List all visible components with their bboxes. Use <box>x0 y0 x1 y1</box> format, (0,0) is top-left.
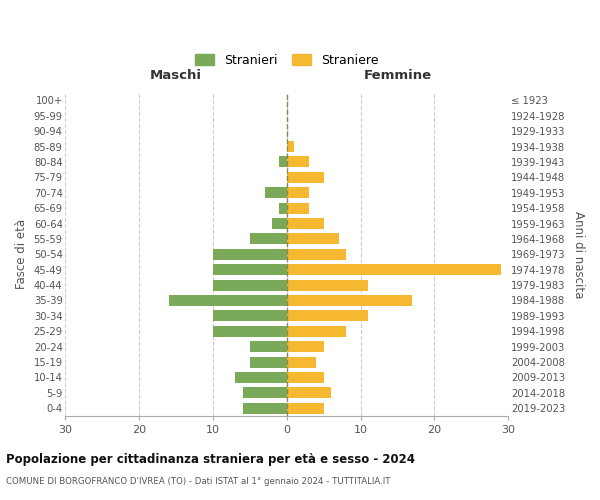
Bar <box>287 187 309 198</box>
Bar <box>287 249 346 260</box>
Bar <box>272 218 287 229</box>
Bar <box>287 280 368 290</box>
Bar <box>242 388 287 398</box>
Bar <box>250 356 287 368</box>
Bar <box>287 326 346 337</box>
Text: Maschi: Maschi <box>150 69 202 82</box>
Bar <box>250 234 287 244</box>
Text: COMUNE DI BORGOFRANCO D'IVREA (TO) - Dati ISTAT al 1° gennaio 2024 - TUTTITALIA.: COMUNE DI BORGOFRANCO D'IVREA (TO) - Dat… <box>6 478 391 486</box>
Y-axis label: Fasce di età: Fasce di età <box>15 219 28 290</box>
Bar <box>265 187 287 198</box>
Text: Popolazione per cittadinanza straniera per età e sesso - 2024: Popolazione per cittadinanza straniera p… <box>6 452 415 466</box>
Bar <box>169 295 287 306</box>
Bar <box>280 202 287 213</box>
Bar <box>235 372 287 383</box>
Bar <box>287 372 324 383</box>
Bar <box>287 341 324 352</box>
Bar <box>213 264 287 276</box>
Bar <box>287 218 324 229</box>
Bar <box>280 156 287 168</box>
Bar <box>287 141 294 152</box>
Bar <box>213 310 287 322</box>
Bar <box>242 402 287 414</box>
Bar <box>287 264 501 276</box>
Bar <box>287 156 309 168</box>
Bar <box>287 234 338 244</box>
Bar <box>213 326 287 337</box>
Legend: Stranieri, Straniere: Stranieri, Straniere <box>195 54 379 66</box>
Bar <box>287 295 412 306</box>
Bar <box>287 310 368 322</box>
Bar <box>287 202 309 213</box>
Text: Femmine: Femmine <box>364 69 431 82</box>
Bar <box>287 356 316 368</box>
Bar <box>213 280 287 290</box>
Bar <box>287 402 324 414</box>
Y-axis label: Anni di nascita: Anni di nascita <box>572 210 585 298</box>
Bar <box>213 249 287 260</box>
Bar <box>250 341 287 352</box>
Bar <box>287 172 324 183</box>
Bar <box>287 388 331 398</box>
